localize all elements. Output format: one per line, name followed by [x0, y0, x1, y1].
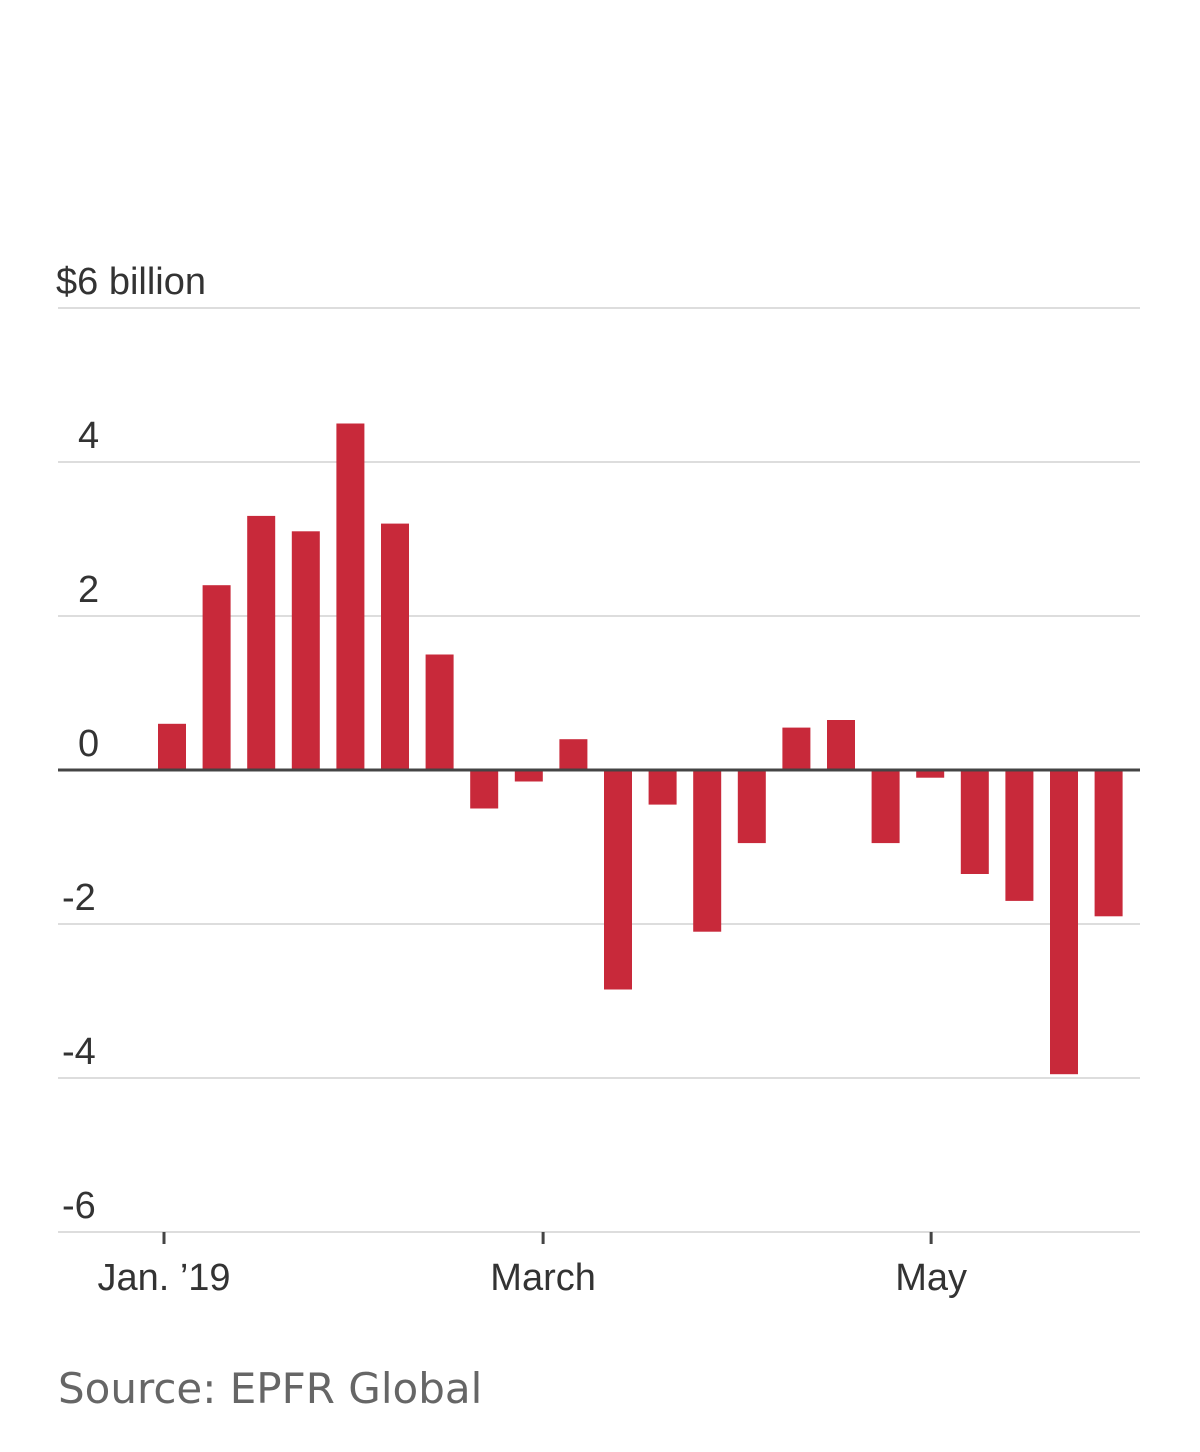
- bar: [648, 770, 677, 805]
- y-tick-label: -6: [62, 1185, 96, 1227]
- bar: [1050, 770, 1078, 1075]
- x-axis-ticks: Jan. ’19 March May: [97, 1232, 967, 1299]
- bar: [247, 515, 276, 770]
- y-tick-label: 2: [78, 569, 99, 611]
- y-axis-labels: $6 billion 4 2 0 -2 -4 -6: [56, 261, 206, 1227]
- bar: [604, 770, 632, 990]
- bar: [158, 723, 186, 770]
- bar: [737, 770, 766, 844]
- grid-lines: [58, 307, 1140, 1233]
- bar: [1005, 770, 1034, 901]
- bars: [158, 423, 1123, 1075]
- y-tick-label: $6 billion: [56, 261, 206, 303]
- bar: [514, 770, 543, 782]
- source-note: Source: EPFR Global: [58, 1364, 483, 1413]
- y-tick-label: -2: [62, 877, 96, 919]
- bar: [381, 523, 409, 770]
- bar: [693, 770, 722, 932]
- bar: [1094, 770, 1123, 917]
- bar: [782, 727, 811, 770]
- bar: [916, 770, 945, 778]
- x-tick-label: Jan. ’19: [97, 1257, 230, 1299]
- x-tick-label: May: [895, 1257, 967, 1299]
- y-tick-label: -4: [62, 1031, 96, 1073]
- bar: [291, 531, 320, 770]
- bar: [559, 739, 588, 770]
- bar: [960, 770, 989, 874]
- y-tick-label: 4: [78, 415, 99, 457]
- y-tick-label: 0: [78, 723, 99, 765]
- bar: [470, 770, 499, 809]
- x-tick-label: March: [490, 1257, 596, 1299]
- bar: [202, 585, 231, 770]
- bar: [827, 720, 855, 771]
- bar: [336, 423, 365, 770]
- bar: [871, 770, 900, 844]
- bar: [425, 654, 454, 770]
